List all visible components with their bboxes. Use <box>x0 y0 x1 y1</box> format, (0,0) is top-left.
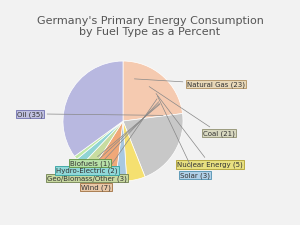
Wedge shape <box>82 122 123 172</box>
Wedge shape <box>63 62 123 157</box>
Text: Nuclear Energy (5): Nuclear Energy (5) <box>156 94 243 168</box>
Wedge shape <box>123 122 145 181</box>
Text: Solar (3): Solar (3) <box>158 97 210 178</box>
Text: Oil (35): Oil (35) <box>17 111 163 118</box>
Text: Wind (7): Wind (7) <box>81 99 157 190</box>
Wedge shape <box>116 122 127 181</box>
Text: Germany's Primary Energy Consumption
by Fuel Type as a Percent: Germany's Primary Energy Consumption by … <box>37 16 263 37</box>
Text: Hydro-Electric (2): Hydro-Electric (2) <box>56 104 160 174</box>
Wedge shape <box>74 122 123 160</box>
Wedge shape <box>77 122 123 165</box>
Wedge shape <box>123 114 183 177</box>
Wedge shape <box>91 122 123 181</box>
Text: Coal (21): Coal (21) <box>149 87 235 137</box>
Text: Biofuels (1): Biofuels (1) <box>70 105 160 166</box>
Text: Natural Gas (23): Natural Gas (23) <box>134 79 245 88</box>
Text: Geo/Biomass/Other (3): Geo/Biomass/Other (3) <box>47 102 159 182</box>
Wedge shape <box>123 62 182 122</box>
